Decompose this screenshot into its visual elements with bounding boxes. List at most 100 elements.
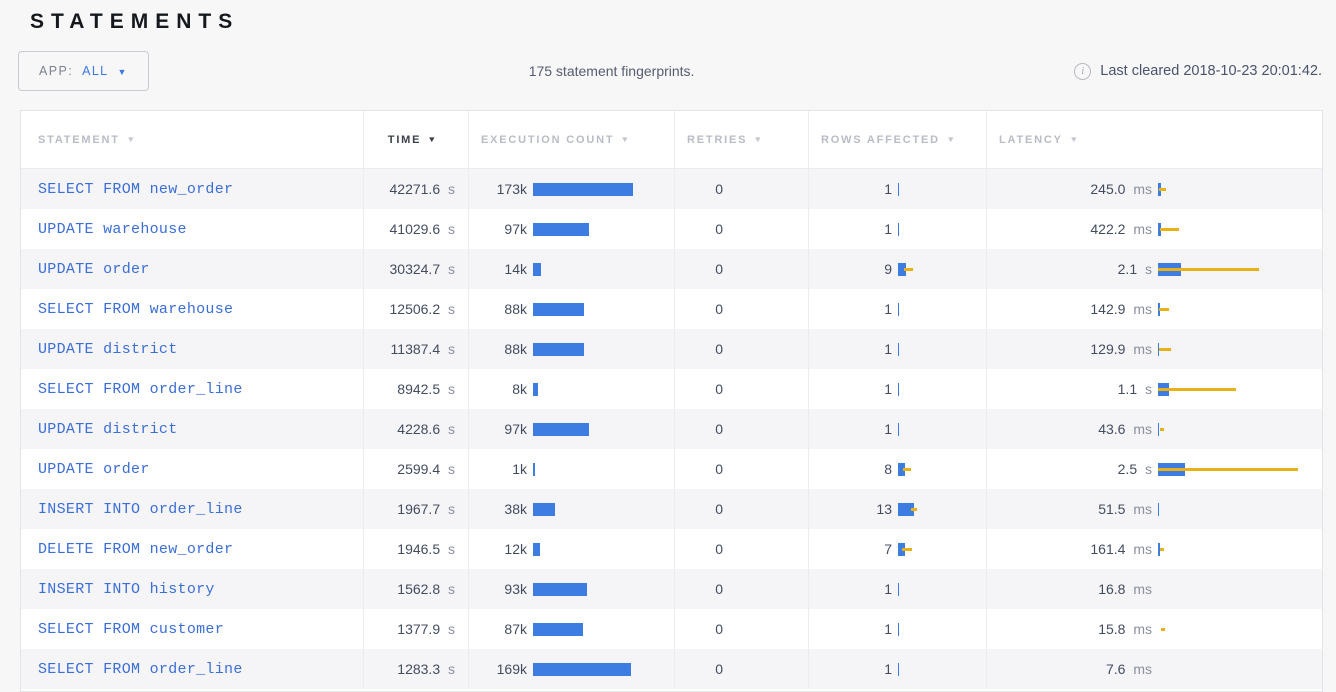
- latency-unit: ms: [1129, 501, 1152, 517]
- statement-link[interactable]: DELETE FROM new_order: [38, 540, 234, 558]
- latency-unit: s: [1141, 261, 1152, 277]
- time-cell: 12506.2 s: [363, 289, 468, 329]
- statement-cell: UPDATE district: [21, 329, 363, 369]
- execution-count-value: 93k: [504, 581, 527, 597]
- time-cell: 4228.6 s: [363, 409, 468, 449]
- rows-affected-value: 9: [884, 261, 892, 277]
- statement-link[interactable]: SELECT FROM order_line: [38, 380, 243, 398]
- latency-cell: 422.2 ms: [986, 209, 1322, 249]
- app-filter-dropdown[interactable]: APP: ALL ▼: [18, 51, 149, 91]
- column-header-statement[interactable]: STATEMENT ▼: [21, 111, 363, 168]
- retries-cell: 0: [674, 409, 808, 449]
- last-cleared-group: i Last cleared 2018-10-23 20:01:42.: [1074, 62, 1322, 80]
- statement-link[interactable]: SELECT FROM order_line: [38, 660, 243, 678]
- rows-bar-stddev: [903, 467, 911, 471]
- table-row: SELECT FROM order_line 8942.5 s 8k 0 1 1…: [21, 369, 1322, 409]
- time-cell: 42271.6 s: [363, 169, 468, 209]
- time-cell: 2599.4 s: [363, 449, 468, 489]
- latency-unit: ms: [1129, 301, 1152, 317]
- retries-value: 0: [715, 301, 723, 317]
- statement-link[interactable]: UPDATE order: [38, 460, 150, 478]
- rows-affected-cell: 1: [808, 409, 986, 449]
- count-bar-blue: [533, 662, 631, 676]
- execution-count-bar: [533, 289, 674, 329]
- rows-bar-blue: [898, 222, 899, 236]
- time-cell: 11387.4 s: [363, 329, 468, 369]
- retries-value: 0: [715, 501, 723, 517]
- column-header-rows-affected[interactable]: ROWS AFFECTED ▼: [808, 111, 986, 168]
- latency-bar: [1158, 529, 1322, 569]
- rows-affected-cell: 1: [808, 569, 986, 609]
- rows-affected-value: 1: [884, 381, 892, 397]
- latency-value: 2.5 s: [1117, 461, 1152, 477]
- retries-value: 0: [715, 221, 723, 237]
- rows-affected-value: 1: [884, 621, 892, 637]
- retries-cell: 0: [674, 569, 808, 609]
- table-row: INSERT INTO order_line 1967.7 s 38k 0 13…: [21, 489, 1322, 529]
- rows-affected-cell: 1: [808, 369, 986, 409]
- execution-count-value: 87k: [504, 621, 527, 637]
- statement-cell: DELETE FROM new_order: [21, 529, 363, 569]
- statement-link[interactable]: SELECT FROM warehouse: [38, 300, 234, 318]
- retries-value: 0: [715, 181, 723, 197]
- execution-count-value: 1k: [512, 461, 527, 477]
- latency-bar: [1158, 569, 1322, 609]
- execution-count-value: 97k: [504, 221, 527, 237]
- time-cell: 41029.6 s: [363, 209, 468, 249]
- execution-count-value: 14k: [504, 261, 527, 277]
- latency-value: 15.8 ms: [1098, 621, 1152, 637]
- execution-count-bar: [533, 609, 674, 649]
- latency-bar-stddev: [1158, 467, 1298, 471]
- column-header-label: EXECUTION COUNT: [481, 133, 615, 146]
- rows-affected-value: 8: [884, 461, 892, 477]
- rows-bar-blue: [898, 662, 899, 676]
- statement-cell: INSERT INTO history: [21, 569, 363, 609]
- table-row: SELECT FROM new_order 42271.6 s 173k 0 1…: [21, 169, 1322, 209]
- latency-bar-blue: [1158, 222, 1161, 236]
- table-header-row: STATEMENT ▼ TIME ▼ EXECUTION COUNT ▼ RET…: [21, 111, 1322, 169]
- execution-count-value: 169k: [496, 661, 527, 677]
- retries-cell: 0: [674, 209, 808, 249]
- statement-link[interactable]: SELECT FROM new_order: [38, 180, 234, 198]
- statement-link[interactable]: UPDATE district: [38, 420, 178, 438]
- retries-cell: 0: [674, 169, 808, 209]
- latency-value: 1.1 s: [1117, 381, 1152, 397]
- count-bar-blue: [533, 302, 584, 316]
- execution-count-cell: 87k: [468, 609, 674, 649]
- latency-cell: 129.9 ms: [986, 329, 1322, 369]
- statement-link[interactable]: INSERT INTO history: [38, 580, 215, 598]
- rows-affected-cell: 1: [808, 209, 986, 249]
- column-header-latency[interactable]: LATENCY ▼: [986, 111, 1322, 168]
- retries-value: 0: [715, 421, 723, 437]
- execution-count-cell: 169k: [468, 649, 674, 689]
- latency-bar: [1158, 369, 1322, 409]
- time-cell: 1562.8 s: [363, 569, 468, 609]
- column-header-time[interactable]: TIME ▼: [363, 111, 468, 168]
- count-bar-blue: [533, 582, 587, 596]
- execution-count-bar: [533, 449, 674, 489]
- rows-affected-value: 1: [884, 221, 892, 237]
- latency-cell: 15.8 ms: [986, 609, 1322, 649]
- rows-affected-bar: [898, 449, 986, 489]
- latency-unit: s: [1141, 461, 1152, 477]
- execution-count-bar: [533, 649, 674, 689]
- time-unit: s: [444, 341, 455, 357]
- latency-bar-stddev: [1160, 227, 1179, 231]
- statement-link[interactable]: SELECT FROM customer: [38, 620, 225, 638]
- info-icon[interactable]: i: [1074, 62, 1092, 80]
- retries-cell: 0: [674, 449, 808, 489]
- rows-affected-cell: 1: [808, 329, 986, 369]
- latency-value: 142.9 ms: [1090, 301, 1152, 317]
- statement-cell: INSERT INTO order_line: [21, 489, 363, 529]
- statement-link[interactable]: UPDATE order: [38, 260, 150, 278]
- page-title: STATEMENTS: [30, 10, 240, 33]
- latency-unit: ms: [1129, 541, 1152, 557]
- column-header-execution-count[interactable]: EXECUTION COUNT ▼: [468, 111, 674, 168]
- statement-link[interactable]: UPDATE warehouse: [38, 220, 187, 238]
- rows-bar-blue: [898, 542, 905, 556]
- latency-value: 245.0 ms: [1090, 181, 1152, 197]
- statement-link[interactable]: UPDATE district: [38, 340, 178, 358]
- latency-value: 7.6 ms: [1105, 661, 1152, 677]
- statement-link[interactable]: INSERT INTO order_line: [38, 500, 243, 518]
- column-header-retries[interactable]: RETRIES ▼: [674, 111, 808, 168]
